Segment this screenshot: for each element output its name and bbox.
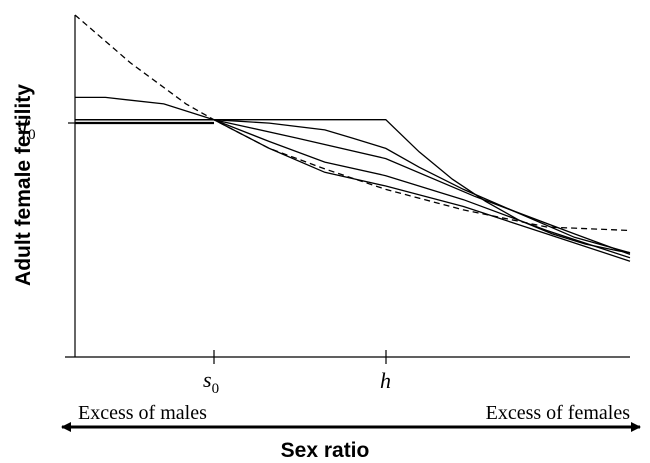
series-line-3 — [75, 96, 631, 256]
y-axis-label: Adult female fertility — [12, 84, 35, 286]
x-axis-label: Sex ratio — [281, 439, 370, 462]
y-tick-label-f0: f0 — [22, 113, 36, 143]
x-tick-label-h: h — [380, 368, 391, 393]
region-label-right: Excess of females — [486, 402, 631, 424]
series-line-5 — [75, 119, 631, 262]
series-line-dashed — [74, 14, 631, 232]
series-line-1 — [75, 119, 631, 254]
x-tick-label-s0: s0 — [203, 367, 219, 397]
region-label-left: Excess of males — [78, 402, 207, 424]
series-line-4 — [75, 119, 631, 259]
series-line-2 — [75, 119, 631, 254]
plot-area — [74, 14, 631, 262]
